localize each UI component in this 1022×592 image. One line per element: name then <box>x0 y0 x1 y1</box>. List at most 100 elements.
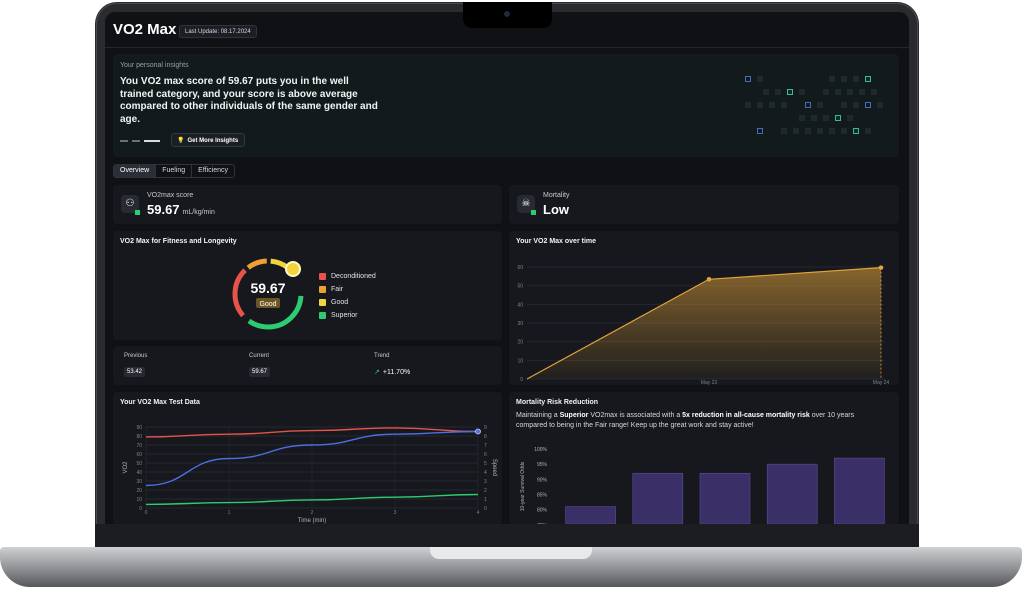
laptop-hinge <box>95 524 919 547</box>
bar <box>632 472 684 524</box>
y2-tick-label: 9 <box>484 425 487 431</box>
grid-square <box>877 102 883 108</box>
test-data-title: Your VO2 Max Test Data <box>120 399 200 406</box>
y2-tick-label: 5 <box>484 461 487 467</box>
mortality-card: ☠ Mortality Low <box>509 185 899 224</box>
vo2-score-value: 59.67 mL/kg/min <box>147 202 215 217</box>
y2-tick-label: 0 <box>484 506 487 512</box>
grid-square <box>853 128 859 134</box>
grid-square <box>823 115 829 121</box>
current-value: 59.67 <box>249 367 271 377</box>
grid-square <box>757 102 763 108</box>
grid-square <box>817 102 823 108</box>
y-tick-label: 30 <box>517 321 523 327</box>
carousel-dot-active[interactable] <box>144 140 160 142</box>
get-more-insights-button[interactable]: 💡 Get More Insights <box>171 133 246 147</box>
y-tick-label: 40 <box>517 302 523 308</box>
y-tick-label: 70 <box>136 443 142 449</box>
y-tick-label: 0 <box>520 377 523 383</box>
grid-square <box>799 89 805 95</box>
legend-swatch <box>319 299 326 306</box>
x-tick-label: May 24 <box>873 380 890 385</box>
lightbulb-icon: 💡 <box>177 138 185 144</box>
y-tick-label: 80% <box>537 508 548 514</box>
data-point <box>475 428 481 435</box>
skull-icon: ☠ <box>517 195 535 213</box>
tab-overview[interactable]: Overview <box>114 165 157 177</box>
current-label: Current <box>249 353 270 359</box>
x-tick-label: 4 <box>477 510 480 516</box>
stat-trend: Trend ↗ +11.70% <box>374 353 410 376</box>
y-tick-label: 60 <box>136 452 142 458</box>
camera-notch <box>463 2 552 28</box>
legend-swatch <box>319 273 326 280</box>
grid-square <box>787 89 793 95</box>
x-axis-label: Time (min) <box>298 518 326 524</box>
tab-fueling[interactable]: Fueling <box>156 165 193 177</box>
legend-label: Fair <box>331 286 344 293</box>
camera-icon <box>504 11 510 17</box>
gauge-segment-superior <box>232 258 304 330</box>
y-tick-label: 75% <box>537 523 548 524</box>
gauge-value: 59.67 <box>250 280 285 296</box>
legend-item: Deconditioned <box>319 273 376 286</box>
mortality-text-part: VO2max is associated with a <box>588 412 683 419</box>
y-tick-label: 0 <box>139 506 142 512</box>
grid-square <box>799 115 805 121</box>
series-line <box>145 427 479 438</box>
x-tick-label: May 23 <box>701 380 718 385</box>
y-tick-label: 90 <box>136 425 142 431</box>
bar <box>565 506 616 524</box>
grid-square <box>793 128 799 134</box>
grid-square <box>763 89 769 95</box>
series-line <box>145 430 479 487</box>
grid-square <box>841 76 847 82</box>
grid-square <box>769 102 775 108</box>
data-point <box>706 276 712 282</box>
grid-square <box>805 102 811 108</box>
y2-tick-label: 3 <box>484 479 487 485</box>
trend-value-row: ↗ +11.70% <box>374 368 410 376</box>
mortality-value: Low <box>543 202 569 217</box>
y-tick-label: 10 <box>136 497 142 503</box>
grid-square <box>781 128 787 134</box>
y2-tick-label: 4 <box>484 470 487 476</box>
mortality-text-part: Maintaining a <box>516 412 560 419</box>
get-more-insights-label: Get More Insights <box>187 138 239 144</box>
mortality-text-part: over 10 years compared to being in the F… <box>516 412 855 429</box>
grid-square <box>829 76 835 82</box>
legend-label: Deconditioned <box>331 273 376 280</box>
y-tick-label: 85% <box>537 493 548 499</box>
stat-current: Current 59.67 <box>249 353 271 378</box>
tab-efficiency[interactable]: Efficiency <box>198 167 228 174</box>
area-fill <box>527 267 881 379</box>
gauge-chart: 59.67 Good <box>232 258 304 330</box>
x-tick-label: 0 <box>145 510 148 516</box>
y-tick-label: 90% <box>537 477 548 483</box>
grid-square <box>841 102 847 108</box>
grid-square <box>811 115 817 121</box>
grid-square <box>853 76 859 82</box>
grid-square <box>817 128 823 134</box>
legend-label: Good <box>331 299 349 306</box>
laptop-lip <box>430 547 592 559</box>
mortality-risk-card: Mortality Risk Reduction Maintaining a S… <box>509 392 899 524</box>
carousel-dot[interactable] <box>120 140 128 142</box>
y-axis-label: VO2 <box>123 461 129 474</box>
gauge-marker <box>285 261 301 277</box>
legend-item: Superior <box>319 312 376 325</box>
grid-square <box>829 128 835 134</box>
fitness-title: VO2 Max for Fitness and Longevity <box>120 238 237 245</box>
grid-square <box>805 128 811 134</box>
y-tick-label: 30 <box>136 479 142 485</box>
vo2-score-label: VO2max score <box>147 192 194 199</box>
carousel-dot[interactable] <box>132 140 140 142</box>
insights-text: You VO2 max score of 59.67 puts you in t… <box>120 76 378 125</box>
y2-tick-label: 8 <box>484 434 487 440</box>
grid-square <box>847 115 853 121</box>
y-tick-label: 60 <box>517 265 523 271</box>
page-title: VO2 Max <box>113 21 177 38</box>
y2-tick-label: 7 <box>484 443 487 449</box>
mortality-risk-title: Mortality Risk Reduction <box>516 399 599 406</box>
